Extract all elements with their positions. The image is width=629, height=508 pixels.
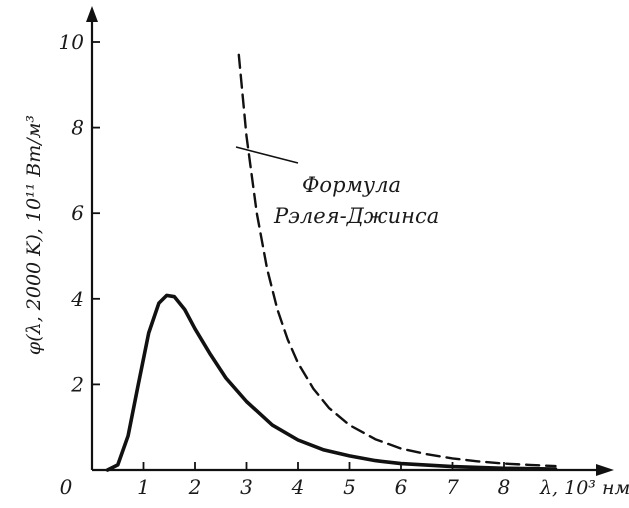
annotation-leader-line [235,146,299,164]
x-tick-label: 8 [498,475,511,499]
x-tick-label: 3 [240,475,253,499]
y-tick-label: 6 [71,201,84,225]
x-tick-label: 2 [188,475,202,499]
series-line-planck [105,293,558,472]
series-group [105,53,558,472]
labels: λ, 10³ нм φ(λ, 2000 K), 10¹¹ Вт/м³ Формула… [23,115,629,499]
y-axis-label: φ(λ, 2000 K), 10¹¹ Вт/м³ [23,115,45,355]
x-tick-label: 5 [343,475,356,499]
annotation-line-1: Формула [302,173,401,197]
x-tick-label: 0 [60,475,73,499]
x-tick-label: 6 [395,475,408,499]
y-tick-label: 2 [70,372,84,396]
axes [86,6,614,476]
y-tick-label: 8 [71,116,84,140]
y-tick-label: 10 [59,30,85,54]
y-axis-arrow [86,6,98,22]
x-tick-label: 1 [137,475,150,499]
x-axis-arrow [596,464,614,476]
ticks: 0 1 2 3 4 5 6 7 8 10 8 6 4 2 [59,30,511,499]
y-tick-label: 4 [70,287,84,311]
x-tick-label: 4 [291,475,305,499]
x-axis-label: λ, 10³ нм [539,477,629,499]
annotation-line-2: Рэлея-Джинса [273,204,439,228]
series-line-rayleigh-jeans [237,53,557,468]
x-tick-label: 7 [446,475,459,499]
